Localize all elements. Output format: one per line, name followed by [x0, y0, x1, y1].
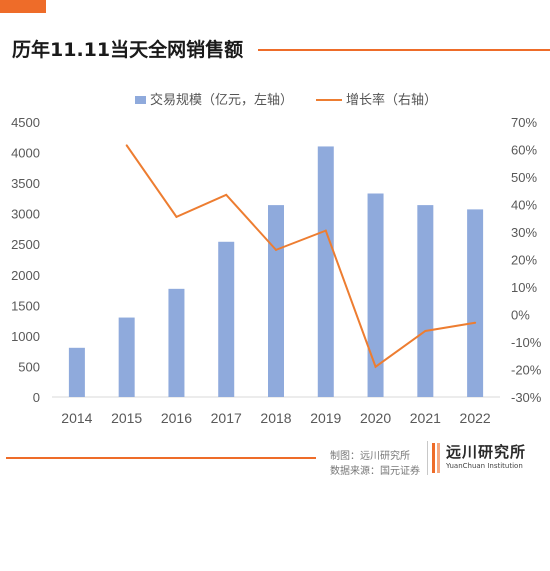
bar-2016	[168, 288, 185, 397]
credit-made-by: 制图：远川研究所	[330, 451, 410, 462]
right-tick-label: 20%	[511, 253, 537, 268]
brand-logo: 远川研究所 YuanChuan Institution	[430, 441, 550, 475]
growth-point-2016	[175, 215, 178, 218]
x-tick-label: 2015	[111, 410, 142, 426]
bar-series	[68, 146, 484, 397]
line-series	[125, 144, 477, 369]
logo-name-cn: 远川研究所	[446, 443, 527, 461]
title-underline	[258, 49, 550, 51]
x-tick-label: 2018	[260, 410, 291, 426]
right-tick-label: 70%	[511, 115, 537, 130]
top-accent-bar	[0, 0, 46, 13]
logo-mark-bar	[437, 443, 440, 473]
growth-point-2019	[324, 229, 327, 232]
right-tick-label: 60%	[511, 143, 537, 158]
footer-divider	[6, 457, 316, 459]
left-tick-label: 3500	[11, 176, 40, 191]
bar-2015	[118, 317, 135, 397]
growth-point-2018	[275, 248, 277, 251]
legend-label-line: 增长率（右轴）	[346, 92, 437, 107]
legend-swatch-bar	[135, 96, 146, 104]
right-tick-label: -20%	[511, 363, 542, 378]
left-tick-label: 4000	[11, 146, 40, 161]
x-tick-label: 2020	[360, 410, 391, 426]
x-tick-label: 2021	[410, 410, 441, 426]
x-axis: 2014 2015 2016 2017 2018 2019 2020 2021 2022	[61, 410, 491, 426]
right-tick-label: 0%	[511, 308, 530, 323]
legend-label-bar: 交易规模（亿元，左轴）	[150, 92, 293, 107]
left-axis: 0 500 1000 1500 2000 2500 3000 3500 4000 4500	[11, 115, 40, 405]
right-tick-label: 50%	[511, 170, 537, 185]
x-tick-label: 2017	[211, 410, 242, 426]
bar-2022	[467, 209, 484, 397]
left-tick-label: 1000	[11, 329, 40, 344]
x-tick-label: 2014	[61, 410, 92, 426]
growth-line	[125, 144, 476, 369]
left-tick-label: 4500	[11, 115, 40, 130]
logo-name-en: YuanChuan Institution	[446, 462, 523, 470]
left-tick-label: 2500	[11, 237, 40, 252]
chart-title: 历年11.11当天全网销售额	[12, 39, 244, 61]
left-tick-label: 1500	[11, 298, 40, 313]
left-tick-label: 3000	[11, 207, 40, 222]
left-tick-label: 2000	[11, 268, 40, 283]
right-tick-label: 10%	[511, 280, 537, 295]
bar-2019	[317, 146, 334, 397]
legend: 交易规模（亿元，左轴） 增长率（右轴）	[135, 92, 437, 107]
bar-2018	[268, 205, 284, 397]
right-tick-label: 30%	[511, 225, 537, 240]
credit-source: 数据来源：国元证券	[330, 466, 420, 477]
growth-point-2017	[225, 193, 228, 196]
right-axis: -30% -20% -10% 0% 10% 20% 30% 40% 50% 60% 70%	[511, 115, 542, 405]
x-tick-label: 2016	[161, 410, 192, 426]
growth-point-2022	[474, 321, 477, 324]
growth-point-2021	[424, 330, 427, 332]
right-tick-label: -30%	[511, 390, 542, 405]
left-tick-label: 0	[33, 390, 40, 405]
bar-2020	[367, 193, 384, 397]
bar-2014	[68, 347, 85, 397]
chart: 交易规模（亿元，左轴） 增长率（右轴） 0 500 1000 1500 2000 2500…	[11, 92, 542, 426]
left-tick-label: 500	[18, 359, 40, 374]
bar-2021	[417, 205, 434, 397]
x-tick-label: 2022	[460, 410, 491, 426]
growth-point-2015	[125, 144, 128, 147]
right-tick-label: -10%	[511, 335, 542, 350]
logo-mark-bar	[432, 443, 435, 473]
bar-2017	[218, 241, 235, 397]
growth-point-2020	[374, 365, 377, 368]
logo-divider	[427, 441, 428, 475]
x-tick-label: 2019	[310, 410, 341, 426]
right-tick-label: 40%	[511, 198, 537, 213]
